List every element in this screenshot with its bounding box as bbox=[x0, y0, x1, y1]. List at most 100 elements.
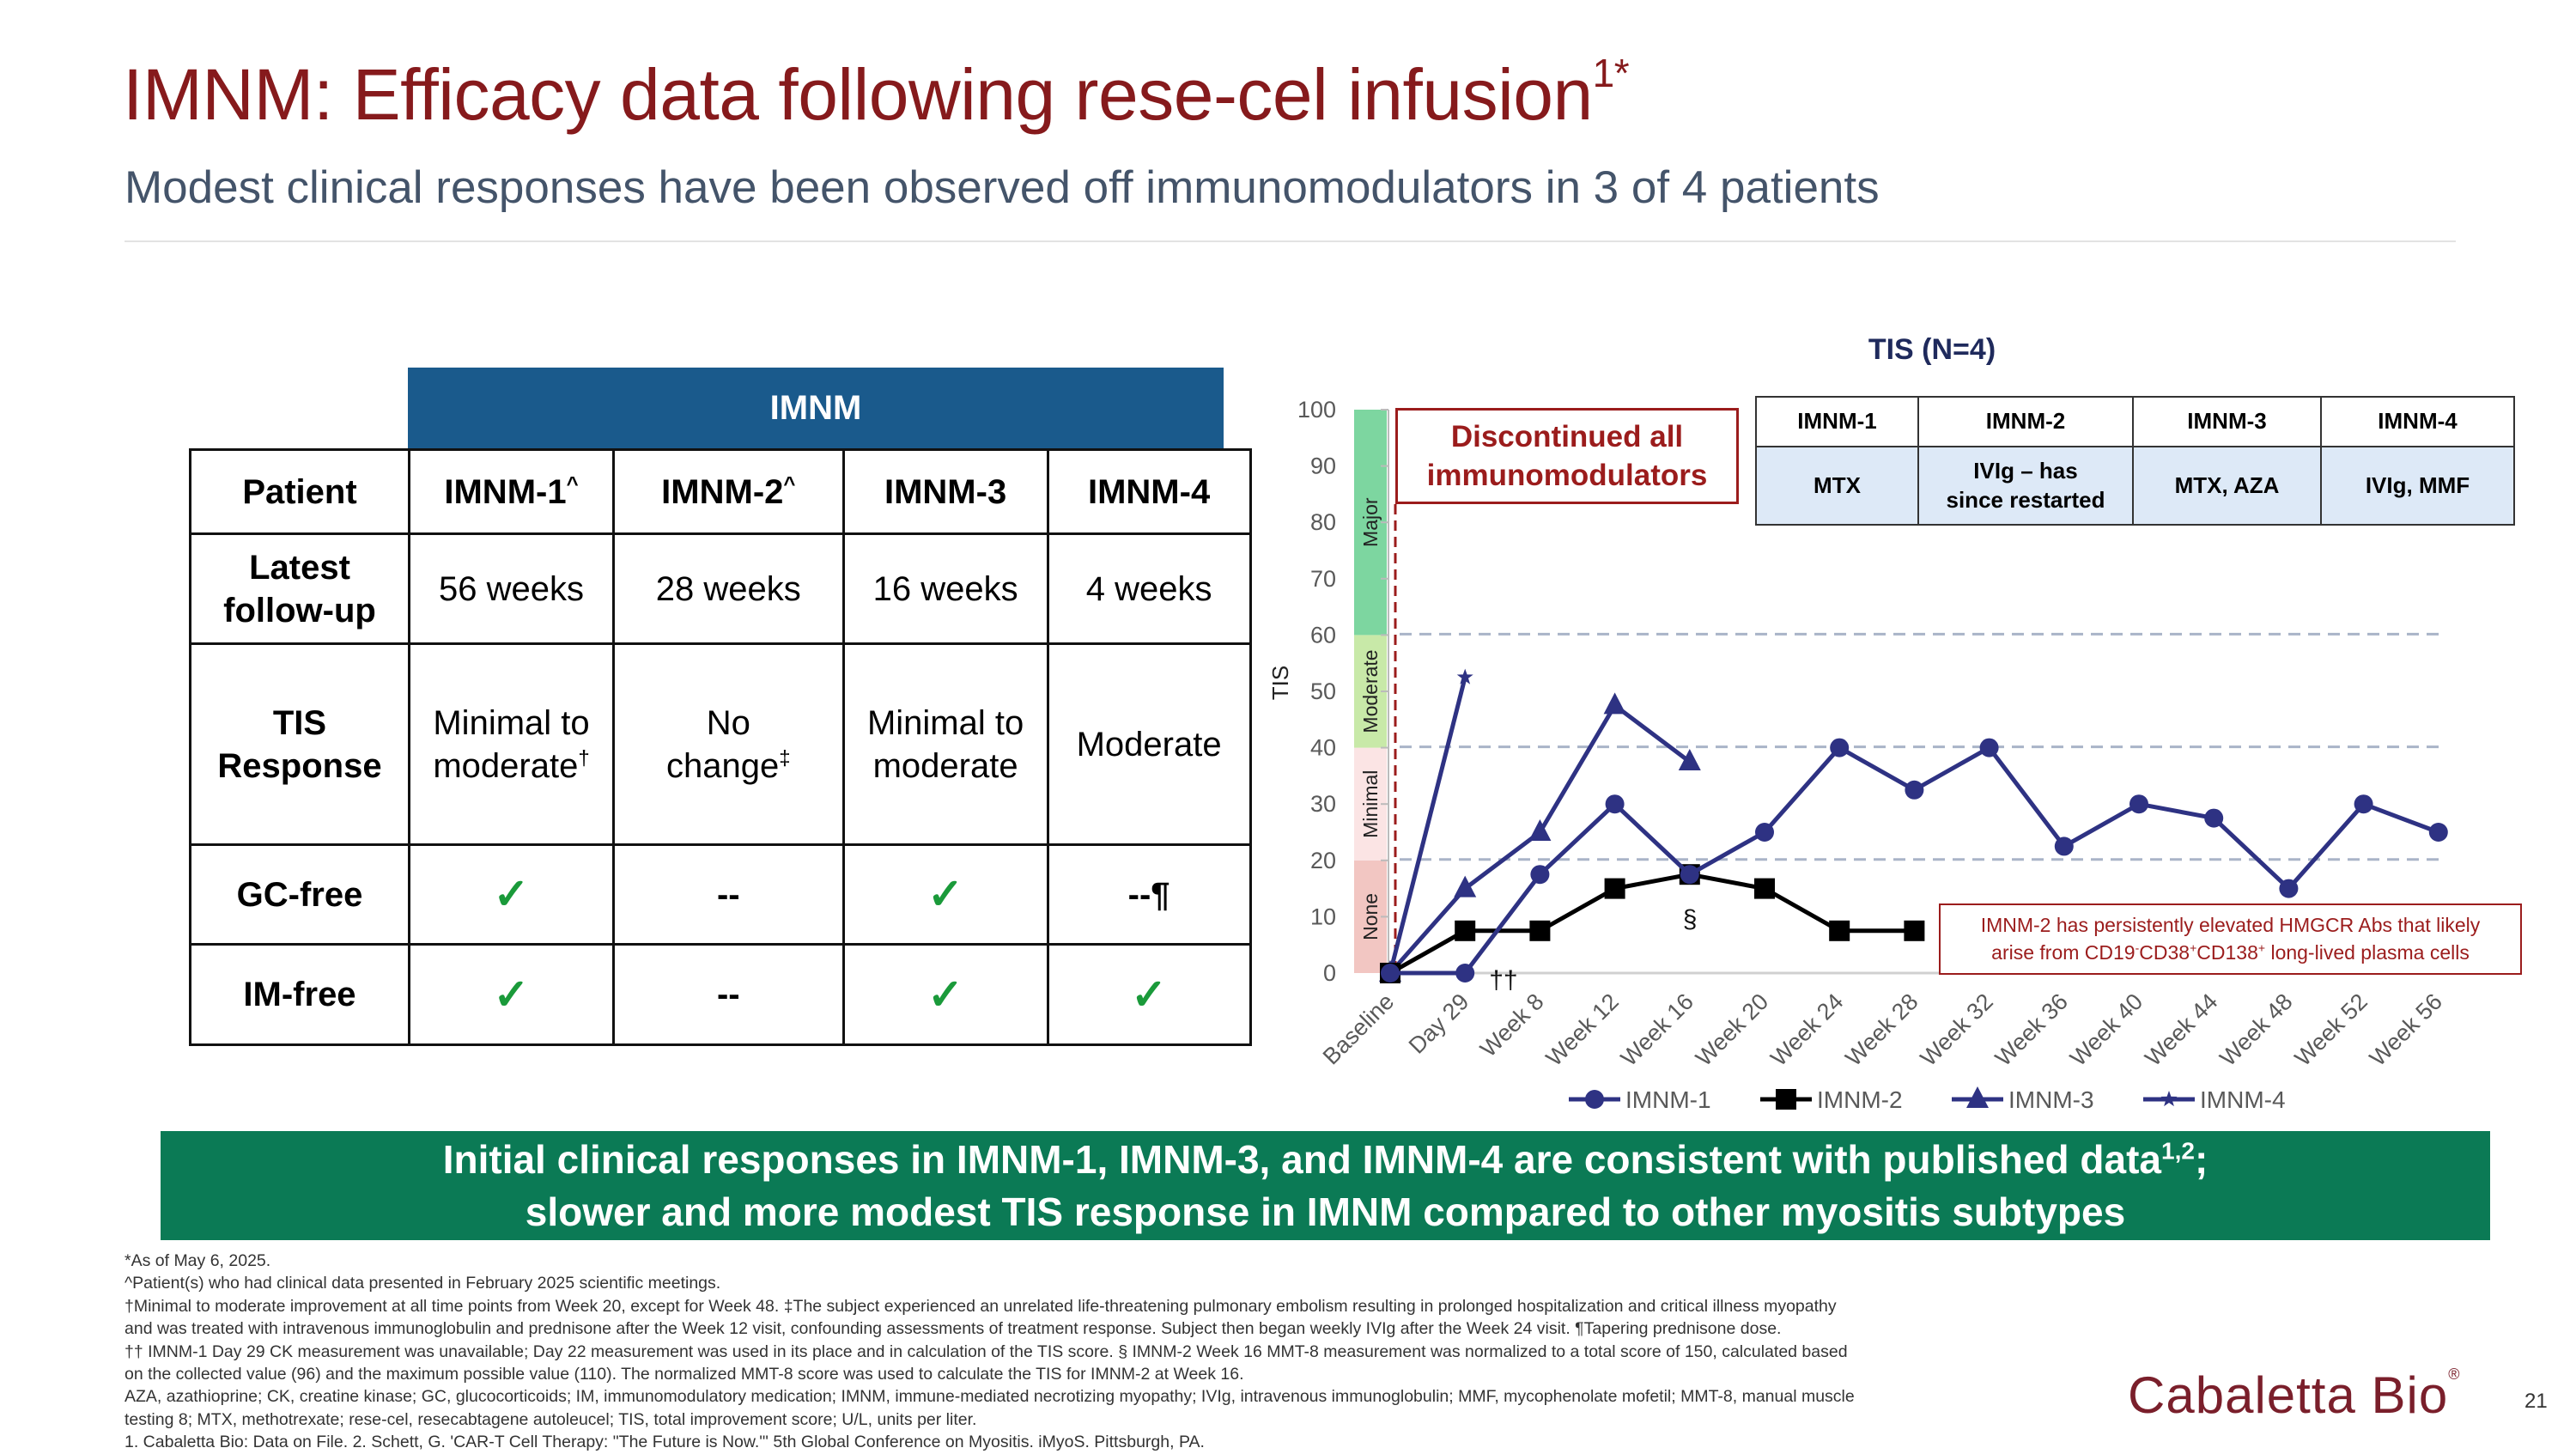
row-header: IM-free bbox=[189, 943, 410, 1046]
title-superscript: 1* bbox=[1592, 51, 1630, 95]
y-axis-label: TIS bbox=[1267, 666, 1293, 700]
patient-name: IMNM-4 bbox=[1046, 448, 1252, 535]
x-tick-label: Day 29 bbox=[1404, 989, 1474, 1059]
y-tick-label: 70 bbox=[1310, 566, 1336, 592]
data-point bbox=[1904, 920, 1925, 941]
row-header: GC-free bbox=[189, 843, 410, 946]
row-header: Latest follow-up bbox=[189, 532, 410, 645]
data-point bbox=[1680, 865, 1699, 885]
footnote-line: on the collected value (96) and the maxi… bbox=[125, 1365, 1244, 1384]
check-icon: ✓ bbox=[493, 870, 530, 919]
followup-cell: 56 weeks bbox=[408, 532, 615, 645]
im-header: IMNM-4 bbox=[2320, 396, 2515, 447]
x-tick-label: Week 24 bbox=[1765, 989, 1848, 1071]
banner-line: slower and more modest TIS response in I… bbox=[525, 1189, 2126, 1234]
tis-response-cell: No change‡ bbox=[612, 642, 845, 846]
footnotes: *As of May 6, 2025. ^Patient(s) who had c… bbox=[125, 1250, 1855, 1454]
table-row: TIS Response Minimal to moderate† No cha… bbox=[189, 642, 1252, 846]
data-point bbox=[1604, 878, 1625, 899]
data-point bbox=[1454, 875, 1477, 897]
table-row: IMNM-1 IMNM-2 IMNM-3 IMNM-4 bbox=[1755, 396, 2515, 447]
table-row: IM-free ✓ -- ✓ ✓ bbox=[189, 943, 1252, 1046]
data-point bbox=[2204, 808, 2224, 828]
check-icon: ✓ bbox=[493, 970, 530, 1019]
data-point bbox=[1530, 865, 1550, 885]
im-header: IMNM-2 bbox=[1917, 396, 2134, 447]
table-row: MTX IVIg – has since restarted MTX, AZA … bbox=[1755, 446, 2515, 526]
response-band-label: Major bbox=[1359, 497, 1382, 547]
data-point bbox=[2279, 879, 2299, 898]
data-point bbox=[1528, 819, 1552, 841]
gc-free-cell: ✓ bbox=[408, 843, 615, 946]
data-point bbox=[1979, 738, 1999, 757]
legend-item-imnm-3: IMNM-3 bbox=[1952, 1086, 2094, 1113]
legend-item-imnm-4: IMNM-4 bbox=[2143, 1086, 2286, 1113]
data-point bbox=[1905, 780, 1924, 800]
data-point bbox=[1678, 749, 1701, 770]
data-point bbox=[1603, 692, 1626, 715]
y-tick-label: 40 bbox=[1310, 735, 1336, 761]
footnote-line: testing 8; MTX, methotrexate; rese-cel, … bbox=[125, 1409, 977, 1429]
gc-free-cell: --¶ bbox=[1046, 843, 1252, 946]
footnote-line: ^Patient(s) who had clinical data presen… bbox=[125, 1274, 721, 1293]
y-tick-label: 90 bbox=[1310, 453, 1336, 479]
x-tick-label: Week 52 bbox=[2290, 989, 2372, 1071]
footnote-line: †† IMNM-1 Day 29 CK measurement was unav… bbox=[125, 1341, 1848, 1361]
x-tick-label: Week 48 bbox=[2215, 989, 2297, 1071]
data-point bbox=[2054, 837, 2074, 856]
discontinued-callout: Discontinued all immunomodulators bbox=[1395, 408, 1739, 504]
y-tick-label: 80 bbox=[1310, 509, 1336, 535]
legend-marker bbox=[1585, 1090, 1604, 1109]
key-takeaway-banner: Initial clinical responses in IMNM-1, IM… bbox=[161, 1131, 2490, 1240]
footnote-line: †Minimal to moderate improvement at all … bbox=[125, 1296, 1837, 1316]
legend-label: IMNM-3 bbox=[2008, 1086, 2094, 1113]
y-tick-label: 10 bbox=[1310, 903, 1336, 929]
data-point bbox=[1830, 738, 1850, 757]
response-band-label: Moderate bbox=[1359, 649, 1382, 733]
note-line: IMNM-2 has persistently elevated HMGCR A… bbox=[1980, 914, 2481, 937]
note-line: arise from CD19-CD38+CD138+ long-lived p… bbox=[1991, 940, 2470, 964]
series-line bbox=[1388, 676, 1467, 974]
tis-response-cell: Moderate bbox=[1046, 642, 1252, 846]
x-tick-label: Week 44 bbox=[2140, 989, 2222, 1071]
data-point bbox=[2129, 794, 2148, 814]
response-band-label: None bbox=[1359, 893, 1382, 940]
data-point bbox=[1381, 964, 1400, 983]
legend-label: IMNM-4 bbox=[2200, 1086, 2286, 1113]
legend-marker bbox=[1966, 1086, 1989, 1108]
annotation-section: § bbox=[1683, 905, 1698, 934]
data-point bbox=[1455, 920, 1476, 941]
legend-item-imnm-2: IMNM-2 bbox=[1760, 1086, 1903, 1113]
y-tick-label: 30 bbox=[1310, 791, 1336, 817]
x-tick-label: Week 36 bbox=[1990, 989, 2073, 1071]
im-value: MTX bbox=[1755, 446, 1919, 526]
im-value: IVIg – has since restarted bbox=[1917, 446, 2134, 526]
annotation-double-dagger: †† bbox=[1489, 966, 1517, 995]
y-tick-label: 20 bbox=[1310, 848, 1336, 873]
y-tick-label: 50 bbox=[1310, 678, 1336, 704]
divider bbox=[125, 240, 2456, 242]
data-point bbox=[1755, 823, 1774, 842]
y-tick-label: 60 bbox=[1310, 622, 1336, 648]
data-point bbox=[1455, 964, 1475, 983]
dash-text: --¶ bbox=[1127, 875, 1170, 914]
footnote-line: *As of May 6, 2025. bbox=[125, 1251, 271, 1270]
check-icon: ✓ bbox=[927, 870, 964, 919]
series-imnm-2 bbox=[1388, 872, 1915, 976]
table-group-header: IMNM bbox=[408, 368, 1224, 448]
immunomodulator-table: IMNM-1 IMNM-2 IMNM-3 IMNM-4 MTX IVIg – h… bbox=[1755, 396, 2515, 526]
x-tick-label: Week 12 bbox=[1541, 989, 1624, 1071]
x-tick-label: Week 40 bbox=[2065, 989, 2148, 1071]
patient-name: IMNM-3 bbox=[841, 448, 1049, 535]
x-tick-label: Week 56 bbox=[2365, 989, 2447, 1071]
x-tick-label: Week 20 bbox=[1691, 989, 1773, 1071]
im-free-cell: -- bbox=[612, 943, 845, 1046]
y-tick-label: 100 bbox=[1297, 397, 1336, 423]
followup-cell: 4 weeks bbox=[1046, 532, 1252, 645]
table-row: Patient IMNM-1^ IMNM-2^ IMNM-3 IMNM-4 bbox=[189, 448, 1252, 535]
im-value: MTX, AZA bbox=[2132, 446, 2322, 526]
dash-text: -- bbox=[716, 976, 740, 1013]
im-header: IMNM-1 bbox=[1755, 396, 1919, 447]
x-tick-label: Week 8 bbox=[1475, 989, 1549, 1062]
table-row: GC-free ✓ -- ✓ --¶ bbox=[189, 843, 1252, 946]
